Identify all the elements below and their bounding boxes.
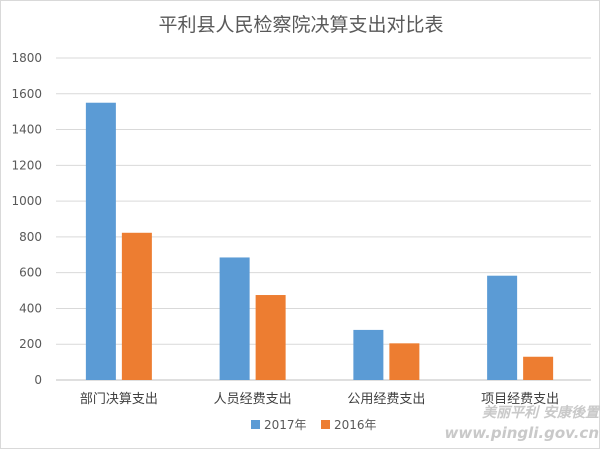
watermark-line1: 美丽平利 安康後置 bbox=[482, 404, 600, 421]
x-category-label: 公用经费支出 bbox=[347, 392, 425, 407]
x-category-label: 人员经费支出 bbox=[214, 392, 292, 407]
bar-series1-3 bbox=[487, 275, 518, 380]
bar-series2-3 bbox=[523, 356, 554, 380]
y-tick-label: 200 bbox=[19, 337, 42, 351]
bars-layer bbox=[85, 102, 554, 380]
watermark-line2: www.pingli.gov.cn bbox=[445, 424, 599, 442]
legend-label: 2017年 bbox=[264, 418, 307, 432]
axis-layer: 0 200 400 600 800 1000 1200 1400 1600 1800 部门决算支出 人… bbox=[11, 51, 559, 407]
legend-swatch bbox=[251, 420, 260, 429]
y-tick-label: 800 bbox=[19, 230, 42, 244]
y-tick-label: 0 bbox=[34, 373, 42, 387]
legend-label: 2016年 bbox=[334, 418, 377, 432]
y-tick-label: 400 bbox=[19, 301, 42, 315]
bar-series1-2 bbox=[353, 329, 384, 380]
bar-series1-0 bbox=[85, 102, 116, 380]
y-tick-label: 1200 bbox=[11, 158, 42, 172]
y-tick-label: 1800 bbox=[11, 51, 42, 65]
legend-swatch bbox=[321, 420, 330, 429]
y-tick-label: 1600 bbox=[11, 87, 42, 101]
bar-series2-0 bbox=[121, 232, 152, 380]
watermark: 美丽平利 安康後置 www.pingli.gov.cn bbox=[445, 404, 600, 442]
x-category-label: 项目经费支出 bbox=[481, 392, 559, 407]
x-category-label: 部门决算支出 bbox=[80, 392, 158, 407]
bar-series1-1 bbox=[219, 257, 250, 380]
chart-title: 平利县人民检察院决算支出对比表 bbox=[158, 14, 443, 36]
bar-series2-2 bbox=[389, 343, 420, 380]
bar-series2-1 bbox=[255, 295, 286, 380]
y-tick-label: 1000 bbox=[11, 194, 42, 208]
y-tick-label: 1400 bbox=[11, 123, 42, 137]
legend: 2017年 2016年 bbox=[251, 418, 377, 432]
y-tick-label: 600 bbox=[19, 266, 42, 280]
